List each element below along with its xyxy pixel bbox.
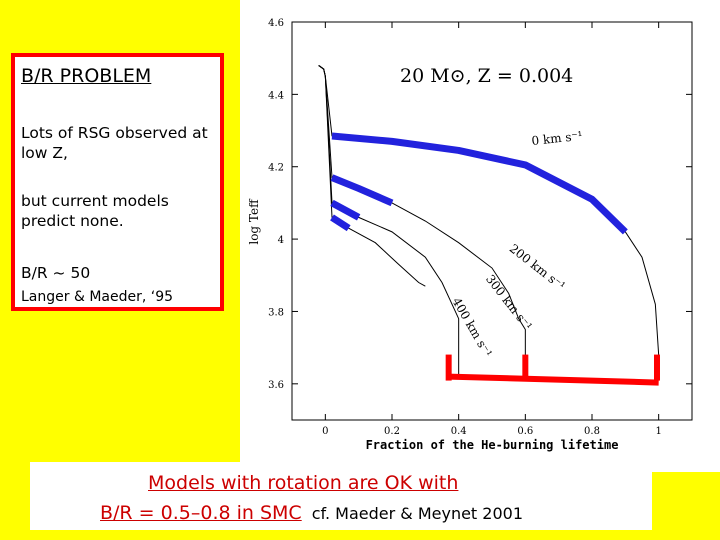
y-tick-label: 4.2 [268,163,284,174]
caption-line-1: Models with rotation are OK with [148,472,459,494]
caption-box: Models with rotation are OK with B/R = 0… [30,462,652,530]
prediction-text: but current models predict none. [21,192,169,230]
series-label: 400 km s⁻¹ [449,295,494,360]
caption-smc-result: B/R = 0.5–0.8 in SMC [100,502,302,524]
hr-evolution-chart: 0 0.2 0.4 0.6 0.8 1 3.6 3.8 4 4.2 4.4 4.6 20 M⊙, Z… [247,18,693,452]
box-title: B/R PROBLEM [21,65,152,87]
x-tick-label: 0.4 [451,426,467,437]
reference-text: Langer & Maeder, ‘95 [21,289,174,305]
y-tick-label: 3.8 [268,307,284,318]
series-label: 300 km s⁻¹ [483,272,535,333]
x-tick-label: 1 [655,426,661,437]
blue-highlight [330,174,394,207]
y-tick-label: 4.6 [268,18,284,29]
x-tick-label: 0.6 [517,426,533,437]
caption-source: cf. Maeder & Meynet 2001 [311,504,523,523]
x-tick-label: 0.2 [384,426,400,437]
chart-title: 20 M⊙, Z = 0.004 [400,65,573,87]
plot-frame [291,21,693,421]
evolution-track [318,65,660,377]
y-tick-label: 3.6 [268,380,284,391]
blue-highlight [331,132,628,235]
ratio-text: B/R ~ 50 [21,264,91,282]
red-highlight-base [448,373,659,386]
y-tick-label: 4.4 [268,90,284,101]
blue-highlight [330,199,361,221]
blue-highlight [330,214,351,232]
series-label: 0 km s⁻¹ [531,129,583,148]
series-label: 200 km s⁻¹ [507,241,568,293]
problem-text-box: B/R PROBLEM Lots of RSG observed at low … [11,53,224,311]
y-tick-label: 4 [278,235,284,246]
evolution-track [318,65,526,377]
observation-text: Lots of RSG observed at low Z, [21,124,208,162]
y-axis-label: log Teff [247,198,261,245]
caption-line-2: B/R = 0.5–0.8 in SMC cf. Maeder & Meynet … [100,502,523,524]
x-axis-label: Fraction of the He-burning lifetime [366,438,619,452]
x-tick-label: 0.8 [584,426,600,437]
x-tick-label: 0 [322,426,328,437]
